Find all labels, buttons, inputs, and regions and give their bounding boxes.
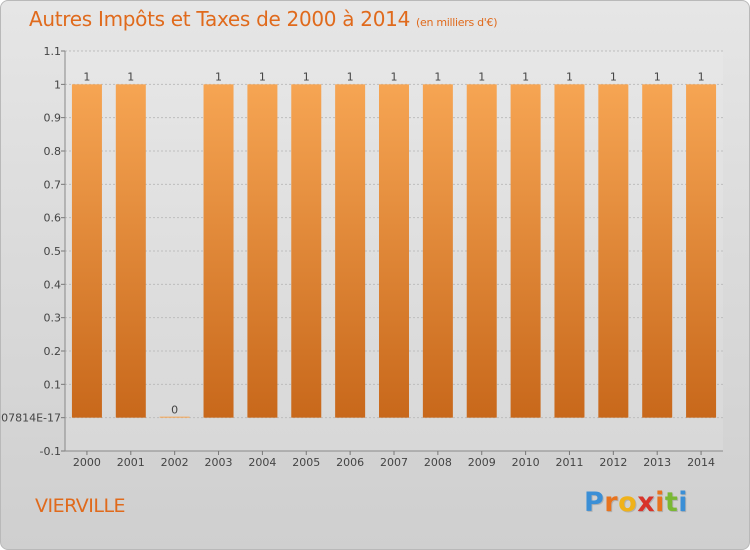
y-tick-label: 0.2 (44, 345, 62, 358)
data-label-2011: 1 (566, 70, 573, 83)
x-tick-label-2013: 2013 (643, 456, 671, 469)
y-tick-label: 0.8 (44, 145, 62, 158)
x-tick-label-2001: 2001 (117, 456, 145, 469)
bar-2009 (466, 84, 497, 418)
data-label-2006: 1 (347, 70, 354, 83)
data-label-2009: 1 (478, 70, 485, 83)
bar-2011 (554, 84, 585, 418)
y-tick-label: 0.4 (44, 278, 62, 291)
data-label-2010: 1 (522, 70, 529, 83)
x-tick-label-2008: 2008 (424, 456, 452, 469)
y-tick-label: 0.7 (44, 178, 62, 191)
x-tick-label-2010: 2010 (512, 456, 540, 469)
bar-2001 (115, 84, 146, 418)
x-tick-label-2014: 2014 (687, 456, 715, 469)
bar-2012 (598, 84, 629, 418)
data-label-2007: 1 (391, 70, 398, 83)
brand-letter: o (618, 487, 638, 518)
chart-title-unit: (en milliers d'€) (416, 16, 498, 29)
data-label-2000: 1 (83, 70, 90, 83)
x-tick-label-2011: 2011 (555, 456, 583, 469)
bar-2010 (510, 84, 541, 418)
x-tick-label-2000: 2000 (73, 456, 101, 469)
brand-logo: Proxiti (584, 487, 688, 518)
data-label-2012: 1 (610, 70, 617, 83)
brand-letter: P (584, 487, 605, 518)
brand-letter: r (604, 487, 619, 518)
y-tick-label: 0.9 (44, 112, 62, 125)
y-tick-label: 1.3877787807814E-17 (1, 412, 61, 425)
x-tick-label-2006: 2006 (336, 456, 364, 469)
data-label-2008: 1 (434, 70, 441, 83)
brand-letter: t (664, 487, 679, 518)
data-label-2003: 1 (215, 70, 222, 83)
bar-2007 (379, 84, 409, 418)
x-tick-label-2004: 2004 (248, 456, 276, 469)
data-label-2013: 1 (654, 70, 661, 83)
x-tick-label-2009: 2009 (468, 456, 496, 469)
bar-2014 (686, 84, 717, 418)
data-label-2014: 1 (698, 70, 705, 83)
y-tick-label: 1.1 (44, 45, 62, 58)
brand-letter: x (637, 487, 656, 518)
bar-2008 (422, 84, 453, 418)
data-label-2004: 1 (259, 70, 266, 83)
x-tick-label-2005: 2005 (292, 456, 320, 469)
y-tick-label: 0.6 (44, 212, 62, 225)
x-tick-label-2002: 2002 (161, 456, 189, 469)
bar-2003 (203, 84, 234, 418)
bar-2006 (335, 84, 366, 418)
x-tick-label-2003: 2003 (205, 456, 233, 469)
data-label-2002: 0 (171, 404, 178, 417)
chart-title: Autres Impôts et Taxes de 2000 à 2014 (en… (29, 7, 497, 31)
location-name: VIERVILLE (35, 495, 126, 517)
x-tick-label-2007: 2007 (380, 456, 408, 469)
y-tick-label: 0.5 (44, 245, 62, 258)
data-label-2005: 1 (303, 70, 310, 83)
bar-2013 (642, 84, 673, 418)
data-label-2001: 1 (127, 70, 134, 83)
y-tick-label: 0.3 (44, 312, 62, 325)
brand-letter: i (678, 487, 689, 518)
y-tick-label: 0.1 (44, 378, 62, 391)
chart-title-text: Autres Impôts et Taxes de 2000 à 2014 (29, 7, 410, 31)
bar-2004 (247, 84, 278, 418)
bar-2002 (159, 416, 190, 418)
x-tick-label-2012: 2012 (599, 456, 627, 469)
y-tick-label: 1 (54, 78, 61, 91)
bar-2000 (71, 84, 102, 418)
brand-letter: i (655, 487, 665, 518)
bar-2005 (291, 84, 322, 418)
y-tick-label: -0.1 (40, 445, 61, 458)
